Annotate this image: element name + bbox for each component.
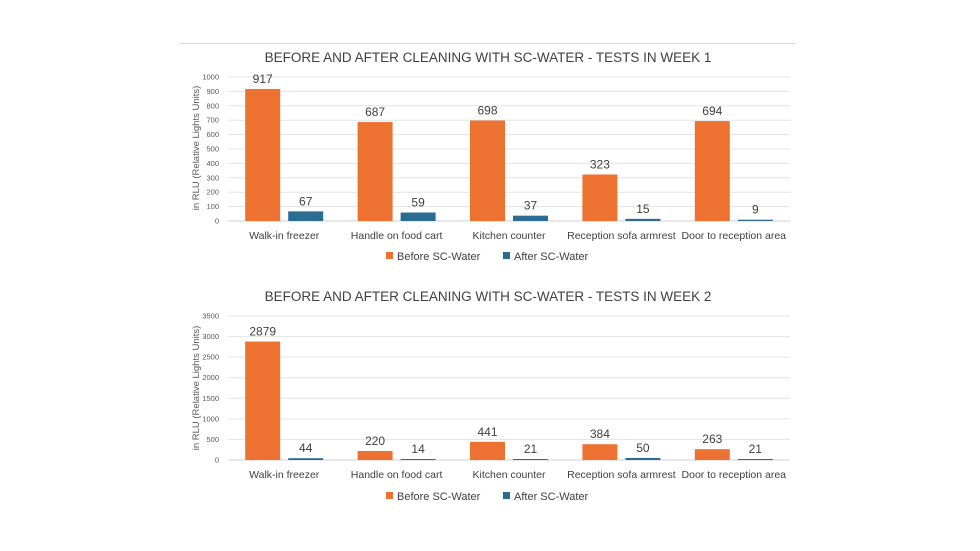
y-tick-label: 3500 xyxy=(202,312,219,321)
y-tick-label: 900 xyxy=(206,87,219,96)
bar-before xyxy=(357,122,393,221)
data-label-after: 9 xyxy=(752,203,759,217)
data-label-before: 698 xyxy=(477,103,497,117)
y-tick-label: 0 xyxy=(215,217,219,226)
y-tick-label: 2500 xyxy=(202,353,219,362)
y-tick-label: 2000 xyxy=(202,373,219,382)
data-label-before: 323 xyxy=(590,157,610,171)
legend-swatch-before xyxy=(386,252,393,259)
data-label-before: 384 xyxy=(590,427,610,441)
x-category-label: Kitchen counter xyxy=(473,469,546,481)
data-label-after: 37 xyxy=(524,199,538,213)
bar-before xyxy=(357,450,393,460)
week-1-chart: BEFORE AND AFTER CLEANING WITH SC-WATER … xyxy=(191,50,790,263)
y-tick-label: 1000 xyxy=(202,73,219,82)
data-label-after: 21 xyxy=(749,442,763,456)
bar-after xyxy=(737,459,773,460)
bar-after xyxy=(288,458,324,460)
x-category-label: Kitchen counter xyxy=(473,230,546,242)
week-2-chart: BEFORE AND AFTER CLEANING WITH SC-WATER … xyxy=(191,289,790,503)
data-label-before: 687 xyxy=(365,105,385,119)
y-tick-label: 700 xyxy=(206,116,219,125)
bar-after xyxy=(400,459,436,460)
chart-title: BEFORE AND AFTER CLEANING WITH SC-WATER … xyxy=(265,289,712,304)
y-tick-label: 300 xyxy=(206,173,219,182)
data-label-before: 441 xyxy=(477,425,497,439)
bar-before xyxy=(694,449,730,460)
top-divider xyxy=(180,43,795,44)
data-label-after: 15 xyxy=(636,202,650,216)
x-axis-categories: Walk-in freezer Handle on food cart Kitche… xyxy=(249,230,786,242)
bar-after xyxy=(625,457,661,460)
legend-label-after: After SC-Water xyxy=(514,251,588,263)
bar-after xyxy=(513,459,548,460)
data-label-before: 220 xyxy=(365,434,385,448)
bar-before xyxy=(582,444,618,460)
y-tick-label: 400 xyxy=(206,159,219,168)
data-label-after: 67 xyxy=(299,194,313,208)
y-tick-label: 1000 xyxy=(202,414,219,423)
y-tick-label: 600 xyxy=(206,130,219,139)
y-tick-label: 200 xyxy=(206,188,219,197)
x-category-label: Walk-in freezer xyxy=(249,469,320,481)
legend-swatch-before xyxy=(386,492,393,499)
y-tick-label: 1500 xyxy=(202,394,219,403)
bars xyxy=(245,88,773,222)
bar-after xyxy=(288,211,324,221)
data-label-after: 44 xyxy=(299,441,313,455)
x-category-label: Door to reception area xyxy=(682,230,787,242)
y-tick-label: 800 xyxy=(206,101,219,110)
y-axis-ticks: 0 500 1000 1500 2000 2500 3000 3500 xyxy=(202,312,790,465)
y-tick-label: 3000 xyxy=(202,332,219,341)
chart-title: BEFORE AND AFTER CLEANING WITH SC-WATER … xyxy=(265,50,712,65)
bar-after xyxy=(400,212,436,221)
bar-after xyxy=(625,218,661,221)
legend-swatch-after xyxy=(503,492,510,499)
legend: Before SC-Water After SC-Water xyxy=(386,491,588,503)
bar-before xyxy=(470,120,505,221)
data-labels: 2879 44 220 14 441 21 384 50 263 21 xyxy=(249,325,762,456)
x-category-label: Handle on food cart xyxy=(351,469,443,481)
data-label-before: 263 xyxy=(702,432,722,446)
bar-before xyxy=(245,88,281,222)
y-tick-label: 100 xyxy=(206,202,219,211)
bar-before xyxy=(470,441,505,460)
data-label-after: 21 xyxy=(524,442,538,456)
x-category-label: Door to reception area xyxy=(682,469,787,481)
bar-before xyxy=(245,341,281,460)
legend-label-before: Before SC-Water xyxy=(397,491,481,503)
legend: Before SC-Water After SC-Water xyxy=(386,251,588,263)
y-axis-label: in RLU (Relative Lights Units) xyxy=(191,326,202,451)
legend-label-before: Before SC-Water xyxy=(397,251,481,263)
x-category-label: Reception sofa armrest xyxy=(567,230,676,242)
data-label-before: 917 xyxy=(253,72,273,86)
data-label-after: 50 xyxy=(636,441,650,455)
data-label-after: 14 xyxy=(411,442,425,456)
legend-label-after: After SC-Water xyxy=(514,491,588,503)
y-axis-label: in RLU (Relative Lights Units) xyxy=(191,86,202,211)
x-category-label: Handle on food cart xyxy=(351,230,443,242)
bar-before xyxy=(582,174,618,221)
bar-after xyxy=(737,219,773,221)
legend-swatch-after xyxy=(503,252,510,259)
x-axis-categories: Walk-in freezer Handle on food cart Kitche… xyxy=(249,469,786,481)
y-tick-label: 500 xyxy=(206,435,219,444)
y-tick-label: 500 xyxy=(206,145,219,154)
x-category-label: Reception sofa armrest xyxy=(567,469,676,481)
data-label-before: 2879 xyxy=(249,325,276,339)
data-labels: 917 67 687 59 698 37 323 15 694 9 xyxy=(253,72,759,217)
data-label-before: 694 xyxy=(702,104,722,118)
x-category-label: Walk-in freezer xyxy=(249,230,320,242)
bar-before xyxy=(694,121,730,221)
data-label-after: 59 xyxy=(411,196,425,210)
bar-after xyxy=(513,215,548,221)
bars xyxy=(245,341,773,460)
y-tick-label: 0 xyxy=(215,456,219,465)
